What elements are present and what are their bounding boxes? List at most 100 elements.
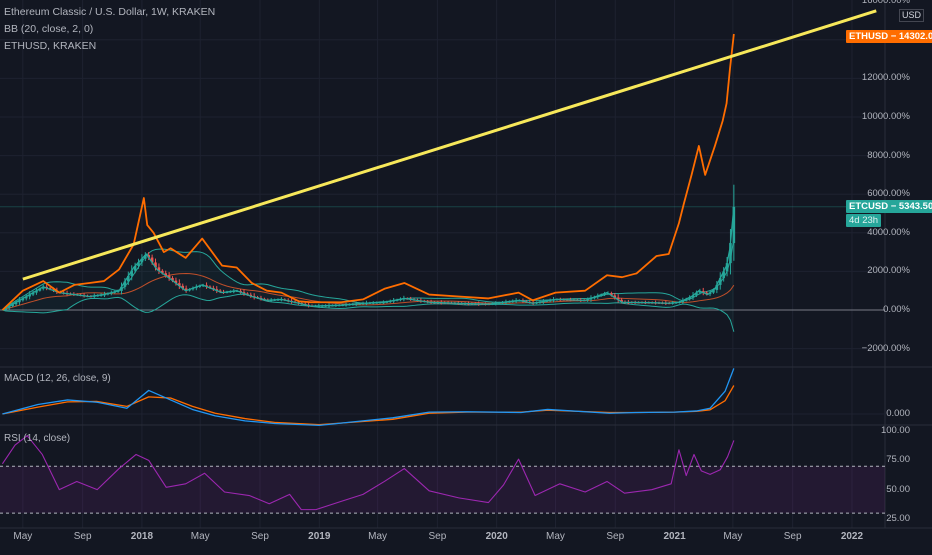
bb-basis bbox=[2, 273, 735, 311]
candle-body bbox=[732, 206, 736, 244]
trend-line[interactable] bbox=[22, 9, 877, 281]
rsi-axis-tick: 25.00 bbox=[886, 513, 910, 524]
etcusd-price-badge: ETCUSD − 5343.50% bbox=[846, 200, 932, 213]
candle-body bbox=[701, 291, 705, 293]
price-axis-tick: 0.00% bbox=[883, 304, 910, 315]
rsi-axis-tick: 100.00 bbox=[880, 425, 910, 436]
candle-body bbox=[715, 284, 719, 290]
candle-body bbox=[11, 304, 14, 307]
price-axis-tick: −2000.00% bbox=[861, 342, 910, 354]
etc-candles bbox=[4, 184, 736, 311]
candle-body bbox=[120, 286, 123, 291]
candle-body bbox=[7, 306, 11, 309]
candle-body bbox=[133, 265, 137, 271]
macd-pane-label[interactable]: MACD (12, 26, close, 9) bbox=[4, 373, 111, 384]
candle-body bbox=[154, 262, 157, 268]
bar-countdown-badge: 4d 23h bbox=[846, 214, 882, 227]
time-axis-tick: Sep bbox=[251, 531, 269, 542]
rsi-line[interactable] bbox=[1, 435, 735, 511]
candle-body bbox=[123, 281, 127, 287]
time-axis-tick: 2019 bbox=[308, 531, 331, 542]
macd-y-tick: 0.000 bbox=[886, 408, 910, 419]
candle-body bbox=[144, 255, 147, 259]
candle-body bbox=[161, 270, 164, 274]
rsi-axis-tick: 75.00 bbox=[886, 454, 910, 466]
candle-body bbox=[127, 276, 130, 282]
time-axis-tick: Sep bbox=[428, 531, 447, 542]
candle-body bbox=[41, 286, 45, 289]
time-axis-tick: May bbox=[368, 531, 388, 542]
ethusd-price-badge: ETHUSD − 14302.02% bbox=[846, 30, 932, 43]
candle-body bbox=[24, 296, 28, 299]
candle-body bbox=[691, 295, 695, 298]
candle-body bbox=[184, 288, 188, 291]
candle-body bbox=[705, 292, 708, 295]
price-axis-tick: 10000.00% bbox=[861, 111, 910, 122]
time-axis-tick: Sep bbox=[73, 531, 92, 542]
time-axis-tick: May bbox=[13, 531, 33, 542]
rsi-pane-label[interactable]: RSI (14, close) bbox=[4, 433, 71, 444]
time-axis-tick: 2021 bbox=[663, 531, 686, 542]
time-axis-tick: Sep bbox=[783, 531, 802, 542]
candle-body bbox=[28, 294, 31, 297]
candle-body bbox=[712, 289, 715, 293]
candle-body bbox=[181, 285, 185, 289]
candle-body bbox=[178, 283, 181, 286]
price-axis-tick: 12000.00% bbox=[861, 72, 910, 84]
price-axis-tick: 8000.00% bbox=[867, 149, 910, 161]
candle-body bbox=[613, 295, 617, 298]
candle-body bbox=[718, 278, 722, 285]
time-axis-tick: May bbox=[546, 531, 565, 542]
time-axis-tick: 2018 bbox=[130, 531, 154, 542]
candle-body bbox=[698, 291, 702, 293]
price-axis-tick: 16000.00% bbox=[861, 0, 910, 7]
candle-body bbox=[38, 288, 42, 291]
candle-body bbox=[140, 258, 144, 263]
candle-body bbox=[31, 292, 35, 295]
candle-body bbox=[164, 273, 168, 276]
candle-body bbox=[610, 293, 613, 296]
candle-body bbox=[722, 271, 725, 279]
candle-body bbox=[174, 280, 178, 284]
candle-body bbox=[137, 262, 140, 266]
rsi-band bbox=[0, 466, 885, 514]
time-axis-tick: Sep bbox=[606, 531, 625, 542]
time-axis-tick: 2022 bbox=[840, 531, 864, 542]
candle-body bbox=[14, 302, 18, 305]
bb-fill bbox=[2, 238, 734, 332]
symbol-title[interactable]: Ethereum Classic / U.S. Dollar, 1W, KRAK… bbox=[4, 6, 216, 18]
time-axis-tick: May bbox=[723, 531, 743, 542]
candle-body bbox=[681, 300, 685, 303]
time-axis-tick: 2020 bbox=[485, 531, 508, 542]
candle-body bbox=[21, 298, 25, 301]
candle-body bbox=[35, 290, 38, 293]
candle-body bbox=[684, 298, 688, 301]
macd-line[interactable] bbox=[2, 368, 735, 427]
currency-button[interactable]: USD bbox=[898, 9, 924, 22]
candle-body bbox=[147, 255, 151, 258]
candle-body bbox=[130, 270, 134, 277]
candle-body bbox=[150, 257, 154, 263]
candle-body bbox=[725, 263, 729, 272]
etcusd-price-line[interactable] bbox=[2, 206, 735, 311]
compare-symbol-legend[interactable]: ETHUSD, KRAKEN bbox=[4, 40, 97, 52]
candle-body bbox=[157, 267, 161, 271]
candle-body bbox=[167, 275, 171, 279]
time-axis-tick: May bbox=[190, 531, 210, 542]
price-axis-tick: 2000.00% bbox=[867, 265, 910, 277]
candle-body bbox=[688, 297, 691, 299]
candle-body bbox=[171, 278, 174, 281]
indicator-legend-bb[interactable]: BB (20, close, 2, 0) bbox=[4, 23, 94, 35]
candle-body bbox=[695, 292, 698, 296]
candle-body bbox=[620, 299, 623, 302]
candle-body bbox=[616, 297, 620, 300]
price-axis-tick: 6000.00% bbox=[867, 188, 910, 200]
price-axis-tick: 4000.00% bbox=[867, 226, 910, 238]
rsi-axis-tick: 50.00 bbox=[886, 483, 910, 495]
candle-body bbox=[4, 308, 8, 310]
bb-lower bbox=[2, 293, 735, 332]
candle-body bbox=[729, 243, 732, 264]
